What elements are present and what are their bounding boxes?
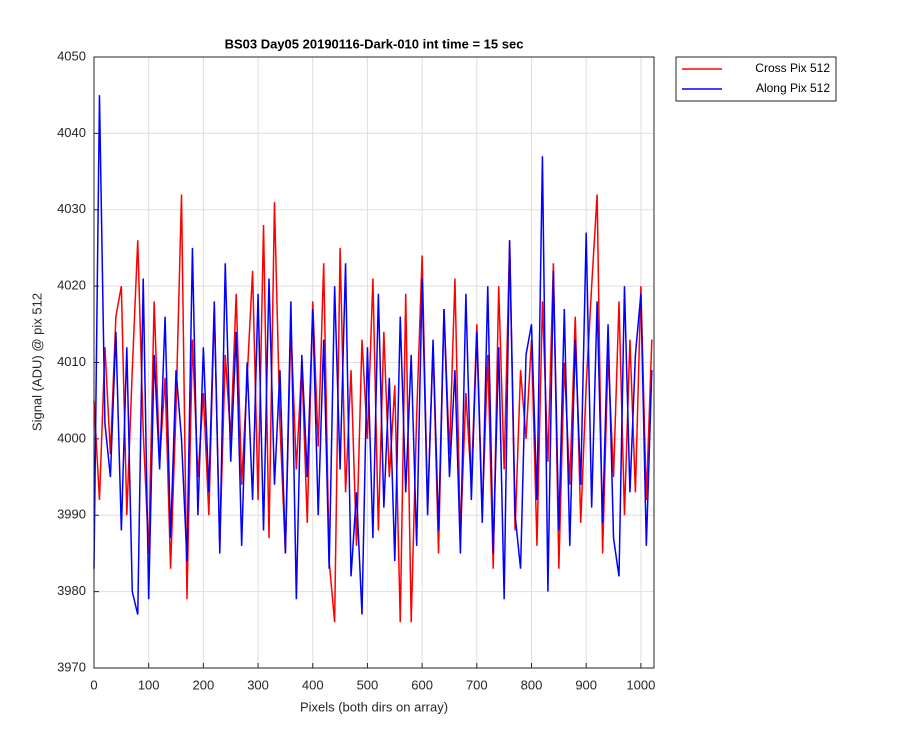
x-tick-label: 800 bbox=[521, 677, 543, 692]
legend-box bbox=[675, 56, 837, 102]
y-tick-label: 4000 bbox=[57, 430, 86, 445]
x-tick-label: 300 bbox=[247, 677, 269, 692]
legend-label: Along Pix 512 bbox=[756, 81, 830, 95]
y-tick-label: 4010 bbox=[57, 354, 86, 369]
y-axis-label: Signal (ADU) @ pix 512 bbox=[29, 293, 44, 431]
y-tick-label: 3980 bbox=[57, 583, 86, 598]
x-tick-label: 500 bbox=[357, 677, 379, 692]
x-tick-label: 400 bbox=[302, 677, 324, 692]
chart-title: BS03 Day05 20190116-Dark-010 int time = … bbox=[225, 36, 524, 51]
data-line bbox=[93, 194, 653, 623]
y-tick-label: 4040 bbox=[57, 125, 86, 140]
data-line bbox=[93, 95, 653, 615]
x-tick-label: 100 bbox=[138, 677, 160, 692]
x-tick-label: 700 bbox=[466, 677, 488, 692]
x-tick-label: 200 bbox=[193, 677, 215, 692]
y-tick-label: 3990 bbox=[57, 507, 86, 522]
x-tick-label: 1000 bbox=[626, 677, 655, 692]
y-tick-label: 4030 bbox=[57, 201, 86, 216]
x-tick-label: 900 bbox=[575, 677, 597, 692]
y-tick-label: 4050 bbox=[57, 48, 86, 63]
y-tick-label: 4020 bbox=[57, 278, 86, 293]
x-tick-label: 0 bbox=[90, 677, 97, 692]
axes-box bbox=[93, 56, 655, 669]
legend-label: Cross Pix 512 bbox=[755, 61, 830, 75]
x-tick-label: 600 bbox=[411, 677, 433, 692]
y-tick-label: 3970 bbox=[57, 659, 86, 674]
x-axis-label: Pixels (both dirs on array) bbox=[300, 699, 448, 714]
